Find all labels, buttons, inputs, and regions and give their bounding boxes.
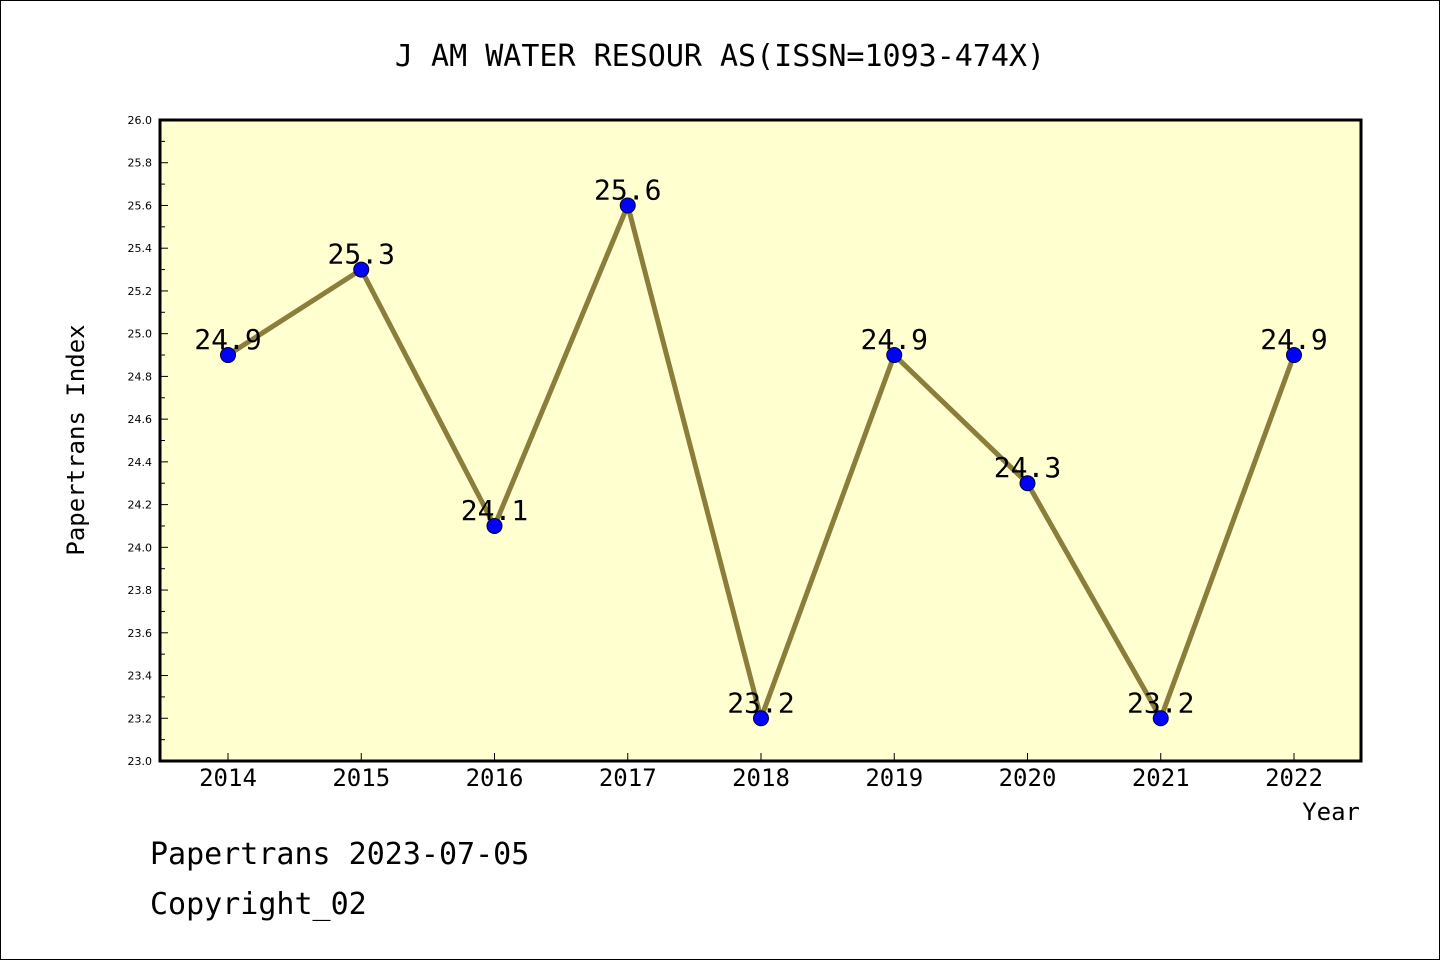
data-point-marker bbox=[619, 197, 636, 214]
data-labels-group: 24.9 25.3 24.1 25.6 23.2 24.9 24.3 23.2 24.9 bbox=[194, 173, 1327, 719]
y-tick-label: 24.2 bbox=[128, 499, 153, 512]
data-point-marker bbox=[353, 261, 370, 278]
data-label: 24.9 bbox=[194, 323, 261, 356]
data-label: 23.2 bbox=[727, 686, 794, 719]
x-tick-label: 2021 bbox=[1132, 764, 1190, 792]
data-point-marker bbox=[1286, 347, 1302, 364]
y-tick-label: 26.0 bbox=[128, 114, 153, 127]
footer-date: Papertrans 2023-07-05 bbox=[150, 837, 529, 872]
y-tick-label: 23.0 bbox=[128, 755, 153, 768]
x-tick-label: 2019 bbox=[865, 764, 923, 792]
y-axis-label: Papertrans Index bbox=[62, 324, 90, 555]
y-tick-label: 24.8 bbox=[128, 370, 153, 383]
data-label: 24.9 bbox=[1260, 323, 1327, 356]
data-point-marker bbox=[1152, 710, 1169, 727]
data-label: 24.9 bbox=[861, 323, 928, 356]
x-tick-label: 2014 bbox=[199, 764, 257, 792]
x-tick-label: 2016 bbox=[466, 764, 524, 792]
y-axis-ticks: 23.0 23.2 23.4 23.6 23.8 24.0 24.2 24.4 24.6 24.8… bbox=[128, 114, 168, 768]
data-label: 24.3 bbox=[994, 451, 1061, 484]
data-point-marker bbox=[1019, 475, 1036, 492]
y-tick-label: 25.6 bbox=[128, 199, 153, 212]
y-tick-label: 25.4 bbox=[128, 242, 153, 255]
data-point-marker bbox=[886, 347, 903, 364]
y-tick-label: 23.2 bbox=[128, 712, 153, 725]
y-tick-label: 25.2 bbox=[128, 285, 153, 298]
data-label: 23.2 bbox=[1127, 686, 1194, 719]
y-tick-label: 23.4 bbox=[128, 670, 153, 683]
data-point-marker bbox=[753, 710, 769, 727]
y-tick-label: 25.8 bbox=[128, 157, 153, 170]
x-axis-ticks: 2014 2015 2016 2017 2018 2019 2020 2021 2022 bbox=[199, 753, 1323, 792]
series-group bbox=[220, 197, 1302, 727]
y-tick-label: 23.6 bbox=[128, 627, 153, 640]
x-tick-label: 2017 bbox=[599, 764, 657, 792]
data-label: 25.3 bbox=[328, 238, 395, 271]
x-tick-label: 2022 bbox=[1265, 764, 1323, 792]
chart-title: J AM WATER RESOUR AS(ISSN=1093-474X) bbox=[395, 39, 1045, 74]
y-tick-label: 24.0 bbox=[128, 541, 153, 554]
y-tick-label: 23.8 bbox=[128, 584, 153, 597]
plot-area bbox=[158, 118, 1363, 763]
x-tick-label: 2015 bbox=[332, 764, 390, 792]
data-point-marker bbox=[486, 517, 503, 534]
y-tick-label: 24.6 bbox=[128, 413, 153, 426]
data-label: 24.1 bbox=[461, 494, 528, 527]
data-point-marker bbox=[220, 347, 236, 364]
x-tick-label: 2020 bbox=[999, 764, 1057, 792]
footer-copyright: Copyright_02 bbox=[150, 887, 367, 922]
x-axis-label: Year bbox=[1302, 798, 1360, 826]
data-label: 25.6 bbox=[594, 173, 661, 206]
y-tick-label: 24.4 bbox=[128, 456, 153, 469]
y-tick-label: 25.0 bbox=[128, 328, 153, 341]
x-tick-label: 2018 bbox=[732, 764, 790, 792]
